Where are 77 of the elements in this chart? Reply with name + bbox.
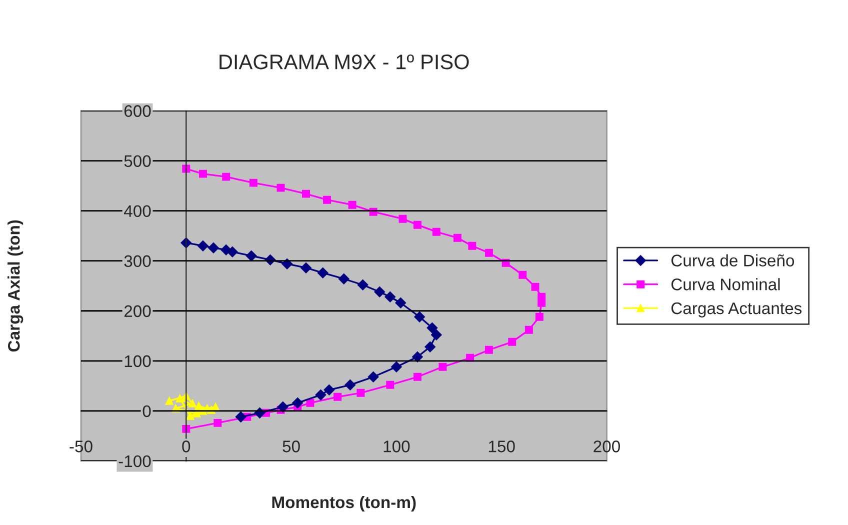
point <box>432 228 440 236</box>
point <box>317 267 328 278</box>
y-tick-label: 200 <box>124 305 151 318</box>
point <box>413 220 422 229</box>
point <box>192 409 201 418</box>
point <box>368 371 379 382</box>
point <box>426 322 438 334</box>
point <box>424 341 436 352</box>
point <box>357 279 368 290</box>
x-tick-label: 0 <box>182 440 190 452</box>
x-tick-label: 100 <box>384 440 410 452</box>
point <box>235 411 246 422</box>
y-tick-label: 0 <box>142 405 151 418</box>
point <box>249 178 258 187</box>
point <box>535 312 544 321</box>
point <box>306 398 314 407</box>
legend-label: Curva de Diseño <box>671 254 794 266</box>
point <box>395 297 406 308</box>
y-tick-label: 600 <box>124 105 151 117</box>
point <box>412 351 423 362</box>
x-tick-label: 150 <box>488 440 515 452</box>
point <box>315 389 326 400</box>
y-tick-label: -100 <box>118 455 151 468</box>
point <box>518 270 527 279</box>
point <box>334 392 342 401</box>
point <box>531 282 540 291</box>
x-tick-label: -50 <box>70 440 92 452</box>
point <box>222 172 230 181</box>
point <box>524 326 533 334</box>
point <box>292 397 304 408</box>
point <box>338 273 350 284</box>
point <box>438 362 447 371</box>
point <box>188 399 196 408</box>
x-axis-title: Momentos (ton-m) <box>272 496 416 512</box>
point <box>430 329 442 340</box>
point <box>323 196 332 204</box>
point <box>484 248 493 257</box>
point <box>302 190 310 198</box>
point <box>414 311 426 322</box>
point <box>391 361 402 372</box>
point <box>356 388 365 397</box>
point <box>194 402 203 410</box>
point <box>344 379 356 390</box>
point <box>165 396 174 405</box>
point <box>176 394 184 402</box>
y-tick-label: 500 <box>124 155 151 168</box>
point <box>468 242 476 250</box>
point <box>226 246 238 258</box>
point <box>246 250 257 262</box>
point <box>208 242 219 254</box>
point <box>398 214 407 223</box>
point <box>198 170 207 178</box>
y-axis-title: Carga Axial (ton) <box>8 220 24 352</box>
y-tick-label: 400 <box>124 205 151 218</box>
y-tick-label: 300 <box>124 255 151 268</box>
point <box>214 418 222 427</box>
point <box>413 372 422 381</box>
point <box>277 401 288 412</box>
y-tick-label: 100 <box>124 355 151 368</box>
point <box>324 384 335 396</box>
point <box>508 338 516 346</box>
point <box>374 286 386 298</box>
chart-title: DIAGRAMA M9X - 1º PISO <box>220 54 469 70</box>
point <box>484 346 493 354</box>
point <box>198 240 208 252</box>
x-tick-label: 200 <box>594 440 620 452</box>
point <box>453 234 462 242</box>
legend-label: Curva Nominal <box>671 278 780 290</box>
point <box>300 262 312 274</box>
point <box>276 184 285 192</box>
point <box>386 380 394 389</box>
x-tick-label: 50 <box>282 440 300 452</box>
point <box>538 298 546 307</box>
legend-label: Cargas Actuantes <box>671 302 802 318</box>
point <box>384 291 396 302</box>
point <box>186 412 194 420</box>
point <box>348 200 356 209</box>
